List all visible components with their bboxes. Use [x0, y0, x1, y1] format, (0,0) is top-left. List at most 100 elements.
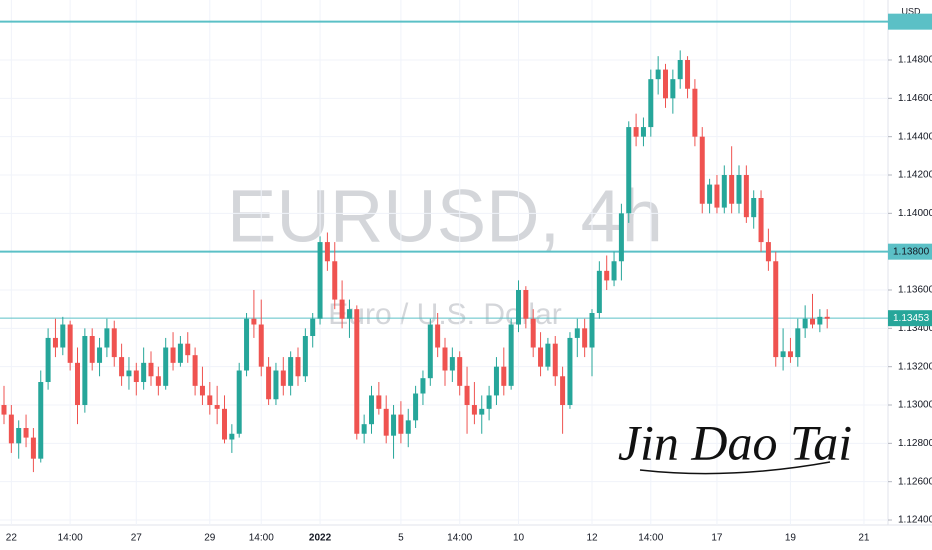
x-tick-label: 10: [513, 533, 525, 544]
candle-body: [38, 382, 44, 459]
candle-body: [817, 316, 823, 325]
candle-body: [567, 337, 573, 406]
candle-body: [618, 213, 624, 262]
candle-body: [302, 336, 308, 377]
candle-body: [802, 318, 808, 329]
candle-body: [346, 309, 352, 319]
candle-body: [538, 347, 544, 367]
candle-body: [60, 324, 66, 348]
candle-body: [52, 337, 58, 348]
y-tick-label: 1.14400: [898, 131, 932, 142]
candle-body: [640, 127, 646, 137]
candle-body: [707, 184, 713, 204]
candle-body: [604, 270, 610, 281]
level-tag: [888, 243, 932, 260]
candle-body: [391, 414, 397, 436]
candle-body: [670, 79, 676, 99]
candle-body: [310, 318, 316, 337]
candle-body: [119, 357, 125, 377]
candle-body: [324, 242, 330, 262]
candle-body: [486, 395, 492, 409]
level-tag: [888, 13, 932, 30]
candle-body: [611, 261, 617, 281]
candle-body: [427, 324, 433, 379]
candle-body: [721, 175, 727, 208]
candle-body: [332, 261, 338, 300]
candle-body: [751, 198, 757, 218]
candle-body: [288, 357, 294, 386]
x-tick-label: 29: [204, 533, 216, 544]
candle-body: [471, 405, 477, 415]
candle-body: [111, 328, 117, 358]
candle-body: [457, 357, 463, 386]
x-tick-label: 5: [398, 533, 404, 544]
x-tick-label: 14:00: [58, 533, 83, 544]
candle-body: [560, 376, 566, 406]
y-tick-label: 1.13200: [898, 361, 932, 372]
plot-area: [0, 0, 888, 525]
y-tick-label: 1.14600: [898, 93, 932, 104]
candle-body: [743, 175, 749, 218]
candle-body: [501, 366, 507, 386]
candle-body: [795, 328, 801, 358]
candle-body: [765, 242, 771, 262]
candle-body: [251, 318, 257, 325]
candle-body: [295, 357, 301, 377]
candle-body: [97, 347, 103, 363]
candle-body: [23, 428, 29, 438]
candle-body: [508, 324, 514, 386]
candle-body: [141, 362, 147, 383]
x-tick-label: 22: [6, 533, 18, 544]
candle-body: [464, 385, 470, 406]
candle-body: [383, 408, 389, 436]
candle-body: [229, 433, 235, 440]
currency-label: USD: [901, 6, 921, 16]
candle-body: [516, 290, 521, 325]
y-tick-label: 1.12800: [898, 438, 932, 449]
candle-body: [30, 437, 36, 459]
candle-body: [442, 347, 448, 371]
candle-body: [317, 242, 323, 319]
candle-body: [361, 424, 367, 434]
x-tick-label: 14:00: [447, 533, 472, 544]
candle-body: [67, 324, 73, 363]
x-tick-label: 17: [711, 533, 723, 544]
candle-body: [479, 408, 485, 415]
candle-body: [280, 370, 286, 386]
candle-body: [244, 318, 250, 371]
x-tick-label: 27: [131, 533, 143, 544]
candle-body: [758, 198, 764, 243]
candle-body: [236, 370, 242, 434]
candle-body: [699, 136, 705, 204]
candle-body: [75, 362, 80, 406]
candle-body: [82, 336, 88, 406]
watermark-title: EURUSD, 4h: [227, 175, 663, 258]
candle-body: [574, 328, 580, 338]
candle-body: [633, 127, 639, 137]
candle-body: [222, 408, 227, 440]
candle-body: [163, 347, 169, 386]
y-tick-label: 1.13000: [898, 400, 932, 411]
candle-body: [729, 175, 735, 204]
candle-body: [648, 79, 654, 128]
signature: Jin Dao Tai: [618, 414, 852, 470]
y-tick-label: 1.13400: [898, 323, 932, 334]
candle-body: [582, 328, 588, 348]
candle-body: [89, 336, 95, 363]
candle-body: [685, 59, 691, 89]
x-tick-label: 19: [785, 533, 797, 544]
candle-body: [199, 385, 205, 396]
candle-body: [589, 313, 595, 348]
candle-body: [677, 59, 683, 80]
candle-body: [626, 127, 632, 214]
candle-body: [273, 370, 279, 400]
candle-body: [185, 343, 191, 356]
candle-body: [214, 405, 220, 409]
candle-body: [405, 420, 411, 434]
y-tick-label: 1.14800: [898, 55, 932, 66]
candle-body: [435, 324, 441, 348]
candle-body: [369, 395, 374, 425]
watermark-subtitle: Euro / U.S. Dollar: [328, 298, 561, 331]
candle-body: [523, 290, 529, 319]
candle-body: [266, 366, 272, 400]
